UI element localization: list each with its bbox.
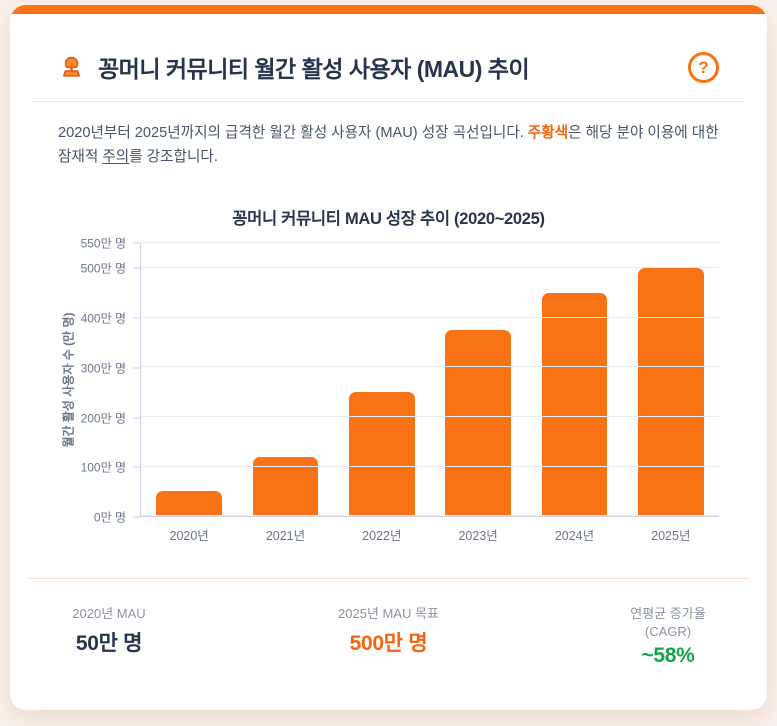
- gridline: [141, 267, 719, 269]
- description-part2: 은 해당 분야 이용에 대한 잠재적: [58, 125, 719, 165]
- header: 꽁머니 커뮤니티 월간 활성 사용자 (MAU) 추이 ?: [40, 40, 737, 84]
- bar-2022년: [349, 392, 415, 517]
- gridline: [141, 465, 719, 467]
- bar-2024년: [541, 292, 608, 517]
- bar-column: [623, 243, 719, 517]
- stat-value: ~58%: [641, 644, 695, 668]
- x-tick-label: 2025년: [651, 529, 691, 544]
- gridline: [141, 416, 719, 418]
- y-axis-title-col: 월간 활성 사용자 수 (만 명): [58, 243, 78, 517]
- card: 꽁머니 커뮤니티 월간 활성 사용자 (MAU) 추이 ? 2020년부터 20…: [10, 5, 767, 710]
- x-tick-label: 2021년: [265, 529, 306, 544]
- page-title: 꽁머니 커뮤니티 월간 활성 사용자 (MAU) 추이: [98, 56, 530, 82]
- chart-area: 월간 활성 사용자 수 (만 명) 0만 명 100만 명 200만 명 300만 명…: [58, 237, 719, 525]
- bars-row: [141, 243, 719, 517]
- y-tick-label: 400만 명: [80, 311, 126, 326]
- y-tick-label: 500만 명: [80, 261, 126, 276]
- gridline: [141, 242, 719, 244]
- stat-value: 50만 명: [75, 631, 143, 655]
- bar-2023년: [445, 330, 511, 517]
- y-tick-mark: [133, 242, 140, 244]
- y-tick-mark: [133, 267, 140, 269]
- bar-column: [526, 243, 622, 517]
- y-tick-mark: [133, 367, 140, 369]
- description-highlight: 주황색: [527, 125, 569, 141]
- stat-2020-mau: 2020년 MAU 50만 명: [64, 605, 154, 657]
- bar-2020년: [156, 491, 222, 517]
- bar-2025년: [638, 268, 704, 517]
- gridline: [141, 316, 719, 318]
- description-underline: 주의: [102, 148, 130, 165]
- y-tick-mark: [133, 516, 140, 518]
- stat-label: 연평균 증가율: [630, 606, 706, 622]
- x-tick-label: 2024년: [554, 529, 595, 544]
- chart: 꽁머니 커뮤니티 MAU 성장 추이 (2020~2025) 월간 활성 사용자…: [40, 205, 737, 544]
- stat-label: 2025년 MAU 목표: [338, 606, 439, 622]
- gridline: [141, 515, 719, 517]
- card-body: 꽁머니 커뮤니티 월간 활성 사용자 (MAU) 추이 ? 2020년부터 20…: [10, 14, 767, 702]
- stat-value: 500만 명: [349, 631, 428, 655]
- stat-label-line2: (CAGR): [644, 623, 692, 639]
- y-tick-mark: [133, 417, 140, 419]
- y-tick-label: 200만 명: [80, 411, 126, 426]
- description-part1: 2020년부터 2025년까지의 급격한 월간 활성 사용자 (MAU) 성장 …: [58, 125, 528, 141]
- bar-column: [334, 243, 430, 517]
- x-tick-label: 2022년: [362, 529, 402, 544]
- stat-label: 2020년 MAU: [72, 606, 146, 622]
- gridline: [141, 366, 719, 368]
- y-tick-label: 0만 명: [93, 510, 126, 525]
- chart-title: 꽁머니 커뮤니티 MAU 성장 추이 (2020~2025): [232, 210, 545, 229]
- help-icon[interactable]: ?: [688, 51, 719, 83]
- bar-column: [141, 243, 237, 517]
- bar-column: [237, 243, 333, 517]
- x-axis-labels: 2020년 2021년 2022년 2023년 2024년 2025년: [141, 525, 719, 544]
- description: 2020년부터 2025년까지의 급격한 월간 활성 사용자 (MAU) 성장 …: [40, 122, 737, 169]
- header-divider: [32, 101, 745, 102]
- stat-2025-target: 2025년 MAU 목표 500만 명: [338, 605, 439, 657]
- stats-row: 2020년 MAU 50만 명 2025년 MAU 목표 500만 명 연평균 …: [40, 605, 737, 668]
- stat-cagr: 연평균 증가율 (CAGR) ~58%: [623, 605, 713, 668]
- y-tick-label: 300만 명: [80, 361, 126, 376]
- x-tick-label: 2020년: [169, 529, 209, 544]
- bar-column: [430, 243, 526, 517]
- y-axis-title: 월간 활성 사용자 수 (만 명): [61, 312, 76, 448]
- y-axis-ticks: 0만 명 100만 명 200만 명 300만 명 400만 명 500만 명 550만 명: [78, 237, 140, 525]
- y-tick-label: 550만 명: [80, 236, 126, 251]
- y-tick-mark: [133, 317, 140, 319]
- description-part3: 를 강조합니다.: [129, 148, 218, 165]
- x-tick-label: 2023년: [458, 529, 498, 544]
- top-accent-bar: [10, 5, 767, 14]
- y-tick-mark: [133, 466, 140, 468]
- stamp-icon: [58, 54, 85, 81]
- y-tick-label: 100만 명: [80, 460, 126, 475]
- plot-area: [140, 242, 719, 518]
- footer-divider: [28, 578, 749, 580]
